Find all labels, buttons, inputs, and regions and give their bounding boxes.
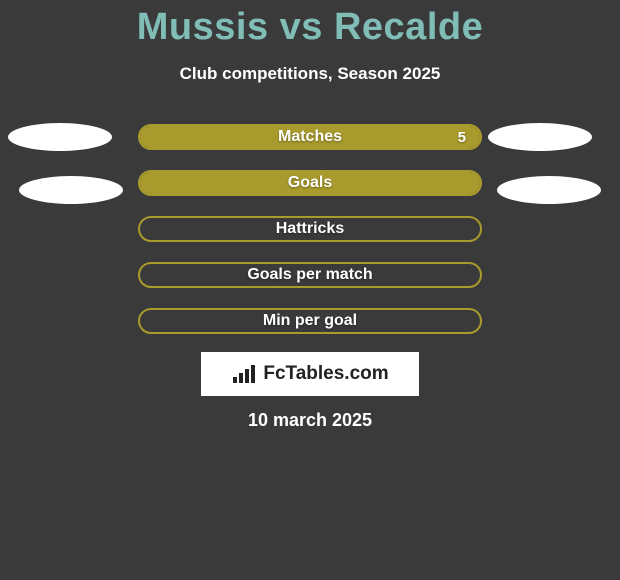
stat-bar-fill: [140, 126, 480, 148]
page-title: Mussis vs Recalde: [0, 6, 620, 49]
chart-canvas: Mussis vs Recalde Club competitions, Sea…: [0, 0, 620, 580]
decorative-ellipse-0: [8, 123, 112, 151]
stat-bar-matches: Matches5: [138, 124, 482, 150]
decorative-ellipse-3: [497, 176, 601, 204]
stat-bar-goals-per-match: Goals per match: [138, 262, 482, 288]
stat-bar-hattricks: Hattricks: [138, 216, 482, 242]
logo-text: FcTables.com: [263, 363, 388, 385]
subtitle: Club competitions, Season 2025: [0, 64, 620, 84]
fctables-logo: FcTables.com: [201, 352, 419, 396]
stat-bar-label: Min per goal: [140, 312, 480, 330]
decorative-ellipse-2: [19, 176, 123, 204]
stat-bar-min-per-goal: Min per goal: [138, 308, 482, 334]
bar-chart-icon: [231, 363, 257, 385]
stat-bar-label: Hattricks: [140, 220, 480, 238]
logo-inner: FcTables.com: [231, 363, 388, 385]
stat-bar-label: Goals per match: [140, 266, 480, 284]
decorative-ellipse-1: [488, 123, 592, 151]
stat-bar-fill: [140, 172, 480, 194]
stat-bar-goals: Goals: [138, 170, 482, 196]
date-label: 10 march 2025: [0, 410, 620, 431]
